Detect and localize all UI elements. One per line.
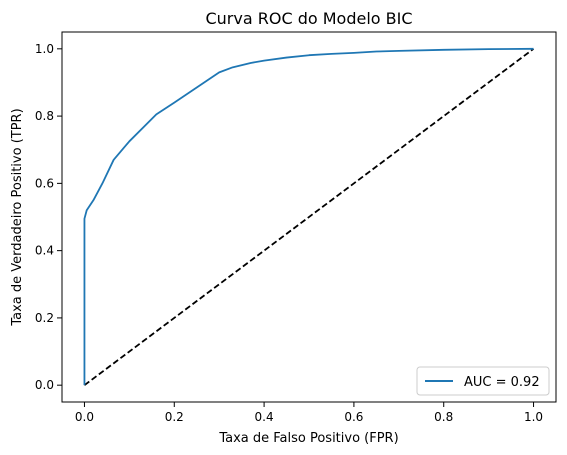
x-tick-label: 0.6 bbox=[344, 410, 363, 424]
roc-curve-line bbox=[83, 47, 534, 386]
y-tick-label: 0.0 bbox=[35, 378, 54, 392]
y-tick-label: 0.8 bbox=[35, 109, 54, 123]
chart-title: Curva ROC do Modelo BIC bbox=[205, 9, 412, 28]
x-axis-label: Taxa de Falso Positivo (FPR) bbox=[218, 431, 398, 446]
plot-area bbox=[61, 31, 557, 403]
axis-ticks: 0.0 0.2 0.4 0.6 0.8 1.0 0.0 0.2 0.4 0.6 0.8 1.0 bbox=[35, 42, 543, 424]
y-tick-label: 0.4 bbox=[35, 244, 54, 258]
series-layer bbox=[83, 47, 535, 386]
y-tick-label: 0.6 bbox=[35, 176, 54, 190]
y-tick-label: 0.2 bbox=[35, 311, 54, 325]
x-tick-label: 0.4 bbox=[255, 410, 274, 424]
legend-box bbox=[416, 366, 550, 396]
legend-label: AUC = 0.92 bbox=[464, 375, 540, 390]
legend: AUC = 0.92 bbox=[416, 366, 550, 396]
x-tick-label: 1.0 bbox=[524, 410, 543, 424]
chance-diagonal-line bbox=[83, 48, 535, 386]
y-axis-label: Taxa de Verdadeiro Positivo (TPR) bbox=[10, 108, 25, 326]
x-tick-label: 0.0 bbox=[75, 410, 94, 424]
x-tick-label: 0.8 bbox=[434, 410, 453, 424]
x-tick-label: 0.2 bbox=[165, 410, 184, 424]
y-tick-label: 1.0 bbox=[35, 42, 54, 56]
